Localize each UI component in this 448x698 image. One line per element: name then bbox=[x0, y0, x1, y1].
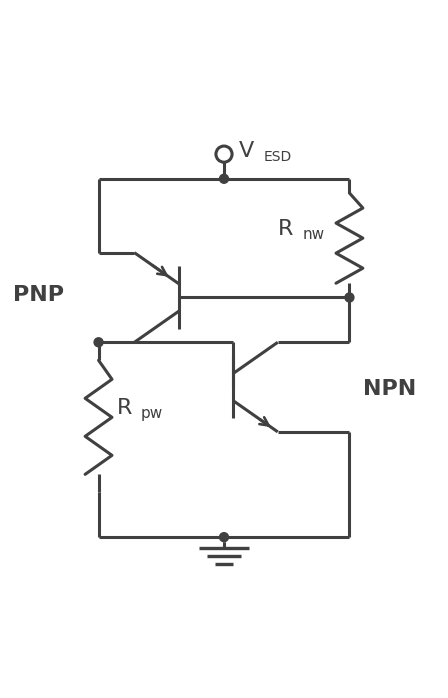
Text: NPN: NPN bbox=[363, 379, 416, 399]
Circle shape bbox=[94, 338, 103, 347]
Text: pw: pw bbox=[141, 406, 164, 421]
Text: PNP: PNP bbox=[13, 285, 65, 305]
Text: nw: nw bbox=[302, 227, 324, 242]
Circle shape bbox=[220, 533, 228, 542]
Text: V: V bbox=[238, 142, 254, 161]
Text: R: R bbox=[116, 399, 132, 418]
Circle shape bbox=[345, 293, 354, 302]
Circle shape bbox=[220, 174, 228, 184]
Text: ESD: ESD bbox=[263, 150, 292, 164]
Text: R: R bbox=[278, 219, 293, 239]
